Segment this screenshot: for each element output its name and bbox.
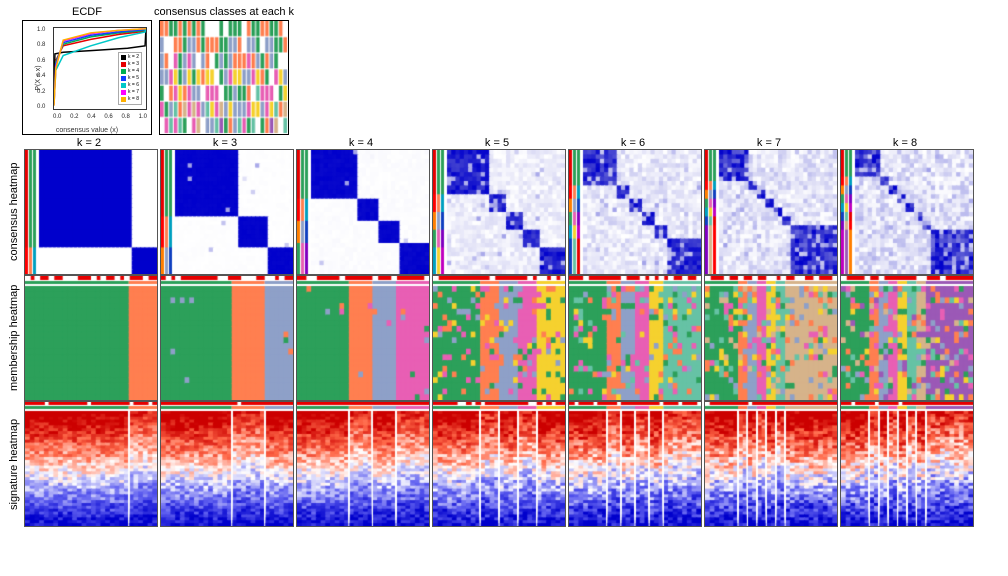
heatmap-cell — [24, 149, 158, 275]
row-label: signature heatmap — [6, 401, 22, 527]
heatmap-cell — [568, 149, 702, 275]
heatmap-cell — [24, 401, 158, 527]
heatmap-cell — [704, 149, 838, 275]
grid-row: membership heatmap — [6, 275, 1002, 401]
ecdf-legend: k = 2k = 3k = 4k = 5k = 6k = 7k = 8 — [118, 52, 142, 105]
heatmap-cell — [568, 275, 702, 401]
heatmap-cell — [840, 149, 974, 275]
heatmap-cell — [160, 149, 294, 275]
consensus-classes-title: consensus classes at each k — [154, 6, 294, 18]
ecdf-xlabel: consensus value (x) — [23, 127, 151, 134]
k-label: k = 7 — [702, 137, 836, 149]
heatmap-cell — [296, 401, 430, 527]
ecdf-yticks: 0.00.20.40.60.81.0 — [37, 27, 45, 110]
heatmap-cell — [296, 149, 430, 275]
consensus-classes-heatmap — [159, 20, 289, 135]
k-label: k = 4 — [294, 137, 428, 149]
grid-row: consensus heatmap — [6, 149, 1002, 275]
row-label: consensus heatmap — [6, 149, 22, 275]
consensus-classes-panel: consensus classes at each k — [154, 6, 294, 135]
heatmap-cell — [296, 275, 430, 401]
top-row: ECDF P(X ≤ x) 0.00.20.40.60.81.0 k = 2k … — [6, 6, 1002, 135]
heatmap-cell — [432, 401, 566, 527]
heatmap-cell — [432, 275, 566, 401]
heatmap-grid: consensus heatmapmembership heatmapsigna… — [6, 149, 1002, 527]
row-label: membership heatmap — [6, 275, 22, 401]
heatmap-cell — [432, 149, 566, 275]
ecdf-xticks: 0.00.20.40.60.81.0 — [53, 114, 147, 120]
heatmap-cell — [704, 401, 838, 527]
ecdf-chart: P(X ≤ x) 0.00.20.40.60.81.0 k = 2k = 3k … — [22, 20, 152, 135]
k-label: k = 2 — [22, 137, 156, 149]
heatmap-cell — [24, 275, 158, 401]
heatmap-cell — [160, 401, 294, 527]
heatmap-cell — [840, 401, 974, 527]
heatmap-cell — [704, 275, 838, 401]
k-titles-row: k = 2k = 3k = 4k = 5k = 6k = 7k = 8 — [6, 137, 1002, 149]
grid-row: signature heatmap — [6, 401, 1002, 527]
ecdf-title: ECDF — [72, 6, 102, 18]
heatmap-cell — [840, 275, 974, 401]
figure-root: ECDF P(X ≤ x) 0.00.20.40.60.81.0 k = 2k … — [6, 6, 1002, 527]
ecdf-plot-area: k = 2k = 3k = 4k = 5k = 6k = 7k = 8 — [53, 27, 147, 110]
k-label: k = 6 — [566, 137, 700, 149]
heatmap-cell — [568, 401, 702, 527]
heatmap-cell — [160, 275, 294, 401]
k-label: k = 3 — [158, 137, 292, 149]
ecdf-panel: ECDF P(X ≤ x) 0.00.20.40.60.81.0 k = 2k … — [22, 6, 152, 135]
k-label: k = 8 — [838, 137, 972, 149]
k-label: k = 5 — [430, 137, 564, 149]
